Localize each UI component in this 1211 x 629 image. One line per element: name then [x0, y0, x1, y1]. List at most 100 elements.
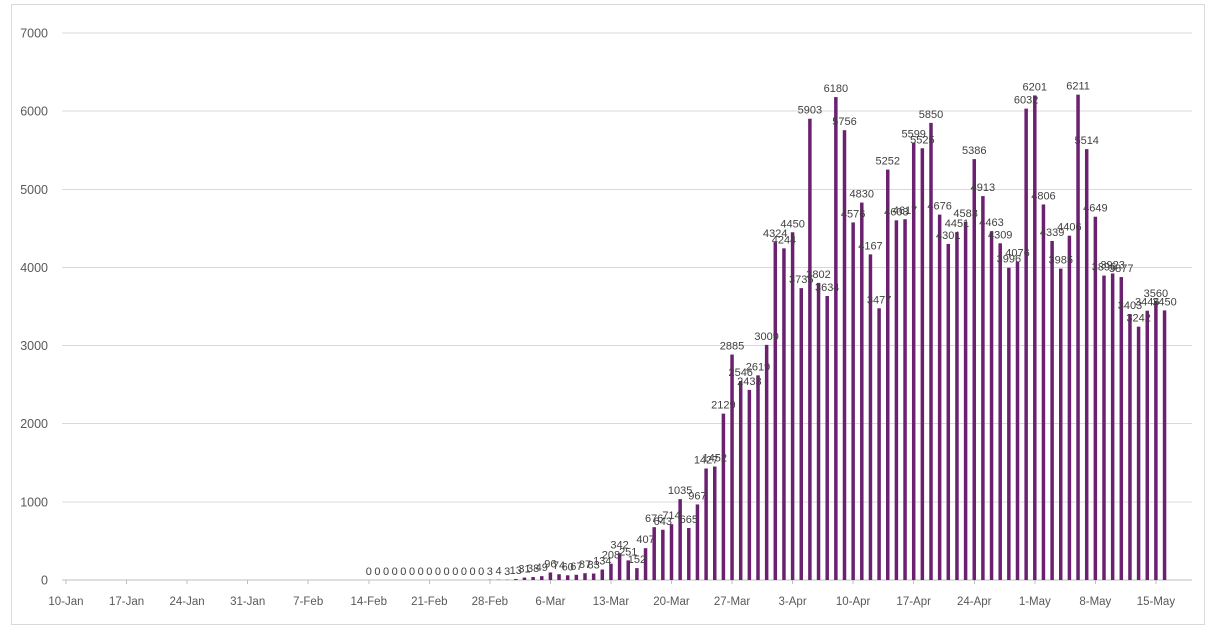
bar[interactable]	[609, 563, 613, 580]
bar[interactable]	[860, 202, 864, 580]
bar-value-label: 4076	[1005, 247, 1029, 259]
bar[interactable]	[713, 466, 717, 580]
bar[interactable]	[514, 578, 518, 580]
bar[interactable]	[773, 242, 778, 580]
bar[interactable]	[1024, 108, 1028, 581]
bar[interactable]	[790, 232, 795, 580]
bar[interactable]	[687, 528, 691, 580]
bar[interactable]	[920, 148, 925, 580]
bar[interactable]	[721, 413, 726, 580]
bar[interactable]	[548, 572, 553, 580]
bar[interactable]	[652, 527, 656, 580]
bar[interactable]	[617, 553, 622, 580]
bar[interactable]	[738, 381, 743, 580]
bar[interactable]	[782, 248, 786, 581]
bar[interactable]	[1119, 277, 1124, 580]
bar-value-label: 13	[510, 565, 522, 577]
bar[interactable]	[868, 254, 873, 580]
x-axis-tick-label: 21-Feb	[411, 596, 447, 608]
bar[interactable]	[1015, 261, 1020, 580]
bar[interactable]	[1084, 149, 1089, 580]
bar[interactable]	[747, 389, 752, 580]
bar[interactable]	[756, 375, 760, 580]
bar[interactable]	[1102, 275, 1106, 580]
bar[interactable]	[799, 288, 804, 580]
bar-value-label: 2885	[720, 341, 744, 353]
bar[interactable]	[851, 222, 855, 581]
bar[interactable]	[1033, 95, 1037, 580]
bar[interactable]	[825, 296, 829, 580]
bar[interactable]	[834, 97, 838, 580]
bar[interactable]	[600, 569, 605, 580]
bar[interactable]	[1007, 267, 1011, 580]
bar[interactable]	[540, 576, 544, 580]
bar[interactable]	[678, 499, 682, 580]
bar[interactable]	[669, 524, 674, 580]
bar[interactable]	[583, 573, 587, 580]
bar[interactable]	[989, 231, 994, 581]
bar-value-label: 1427	[694, 454, 718, 466]
bar[interactable]	[937, 214, 942, 580]
bar[interactable]	[531, 577, 535, 580]
bar[interactable]	[626, 560, 631, 580]
bar[interactable]	[730, 354, 734, 580]
bar[interactable]	[557, 574, 561, 580]
bar[interactable]	[1050, 240, 1054, 580]
bar[interactable]	[911, 142, 916, 580]
bar-value-label: 5903	[798, 105, 822, 117]
y-axis-tick-label: 6000	[20, 105, 48, 119]
bar-value-label: 4617	[893, 205, 917, 217]
bar[interactable]	[903, 219, 907, 581]
bar[interactable]	[704, 468, 708, 580]
y-axis-tick-label: 4000	[20, 261, 48, 275]
bar[interactable]	[1136, 326, 1141, 580]
bar[interactable]	[972, 159, 977, 581]
bar[interactable]	[661, 529, 665, 580]
bar-value-label: 5514	[1074, 135, 1098, 147]
bar[interactable]	[695, 504, 700, 580]
bar[interactable]	[1154, 301, 1158, 580]
bar[interactable]	[522, 577, 527, 580]
bar-value-label: 6032	[1014, 95, 1038, 107]
bar[interactable]	[842, 130, 847, 580]
bar-value-label: 4806	[1031, 190, 1055, 202]
bar[interactable]	[1128, 314, 1132, 580]
bar[interactable]	[886, 169, 890, 580]
bar-value-label: 3802	[806, 269, 830, 281]
bar-value-label: 4830	[850, 189, 874, 201]
bar[interactable]	[955, 232, 959, 580]
bar-value-label: 5599	[901, 128, 925, 140]
bar[interactable]	[946, 243, 951, 580]
bar[interactable]	[643, 548, 648, 580]
bar[interactable]	[1041, 204, 1046, 580]
bar[interactable]	[1093, 216, 1098, 580]
bar[interactable]	[635, 568, 639, 580]
bar[interactable]	[808, 118, 812, 580]
bar[interactable]	[1076, 94, 1080, 580]
bar[interactable]	[816, 282, 821, 580]
bar-value-label: 0	[374, 566, 380, 578]
bar[interactable]	[894, 220, 899, 581]
bar[interactable]	[591, 573, 596, 580]
bar-value-label: 3	[504, 566, 510, 578]
bar[interactable]	[877, 308, 881, 580]
bar[interactable]	[929, 122, 933, 580]
bar-value-label: 3923	[1100, 259, 1124, 271]
bar[interactable]	[1110, 273, 1115, 580]
bar[interactable]	[963, 221, 968, 581]
y-axis-tick-label: 0	[41, 574, 48, 588]
bar[interactable]	[998, 243, 1002, 581]
bar[interactable]	[764, 344, 769, 580]
bar[interactable]	[565, 575, 570, 580]
bar[interactable]	[1067, 235, 1072, 580]
bar[interactable]	[981, 196, 985, 580]
bar[interactable]	[1162, 310, 1167, 580]
x-axis-tick-label: 10-Apr	[836, 596, 871, 608]
bar[interactable]	[1059, 268, 1063, 580]
bar[interactable]	[1145, 310, 1150, 580]
bar[interactable]	[574, 574, 579, 580]
x-axis-tick-label: 28-Feb	[472, 596, 508, 608]
x-axis-tick-label: 14-Feb	[351, 596, 387, 608]
bar-value-label: 967	[688, 490, 706, 502]
